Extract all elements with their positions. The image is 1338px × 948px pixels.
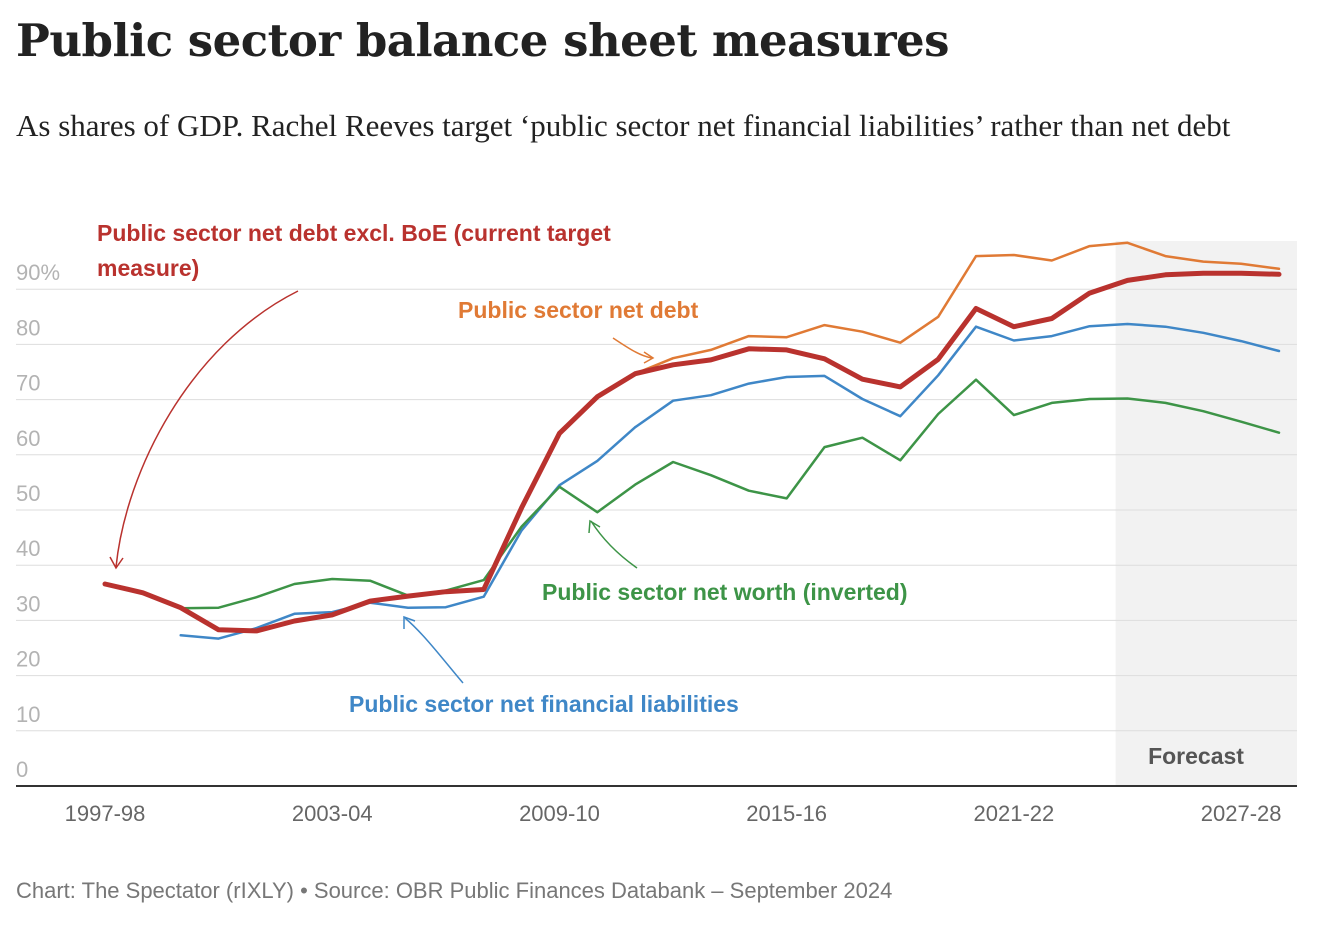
x-tick-label-2027-28: 2027-28 bbox=[1201, 801, 1282, 826]
y-tick-label-10: 10 bbox=[16, 702, 40, 727]
y-tick-label-60: 60 bbox=[16, 426, 40, 451]
net-financial-liabilities-arrow bbox=[404, 617, 464, 684]
y-tick-label-30: 30 bbox=[16, 591, 40, 616]
forecast-label: Forecast bbox=[1148, 743, 1244, 769]
y-tick-label-90: 90% bbox=[16, 260, 60, 285]
x-tick-label-2021-22: 2021-22 bbox=[974, 801, 1055, 826]
x-tick-label-2003-04: 2003-04 bbox=[292, 801, 373, 826]
x-tick-label-2009-10: 2009-10 bbox=[519, 801, 600, 826]
chart-footer: Chart: The Spectator (rIXLY) • Source: O… bbox=[16, 878, 893, 903]
chart-title: Public sector balance sheet measures bbox=[16, 14, 950, 67]
y-tick-label-80: 80 bbox=[16, 315, 40, 340]
net-financial-liabilities-arrowhead bbox=[403, 615, 416, 629]
y-tick-label-70: 70 bbox=[16, 371, 40, 396]
y-tick-label-50: 50 bbox=[16, 481, 40, 506]
net-debt-excl-boe-annotation: Public sector net debt excl. BoE (curren… bbox=[97, 220, 617, 281]
net-debt-excl-boe-arrowhead bbox=[109, 556, 124, 570]
series-line-net-debt-excl-boe bbox=[102, 270, 1282, 634]
x-tick-label-1997-98: 1997-98 bbox=[65, 801, 146, 826]
net-debt-excl-boe-annotation-line-2: measure) bbox=[97, 255, 199, 281]
y-tick-label-0: 0 bbox=[16, 757, 28, 782]
x-tick-label-2015-16: 2015-16 bbox=[746, 801, 827, 826]
chart-subtitle: As shares of GDP. Rachel Reeves target ‘… bbox=[16, 108, 1231, 143]
net-worth-annotation: Public sector net worth (inverted) bbox=[542, 579, 908, 605]
net-worth-arrow bbox=[590, 520, 638, 569]
net-debt-excl-boe-annotation-line-1: Public sector net debt excl. BoE (curren… bbox=[97, 220, 611, 246]
net-debt-annotation: Public sector net debt bbox=[458, 297, 699, 323]
series-line-net-worth-inverted bbox=[179, 378, 1281, 610]
y-tick-label-40: 40 bbox=[16, 536, 40, 561]
net-debt-excl-boe-arrow bbox=[115, 290, 299, 568]
net-financial-liabilities-annotation: Public sector net financial liabilities bbox=[349, 691, 739, 717]
net-debt-arrow bbox=[612, 337, 653, 359]
net-debt-arrowhead bbox=[643, 351, 655, 364]
y-tick-label-20: 20 bbox=[16, 647, 40, 672]
forecast-region bbox=[1115, 241, 1297, 786]
line-chart: Forecast 0 10 20 30 40 50 60 70 80 90% 1997-98 2003… bbox=[16, 220, 1297, 826]
net-worth-arrowhead bbox=[588, 519, 601, 534]
